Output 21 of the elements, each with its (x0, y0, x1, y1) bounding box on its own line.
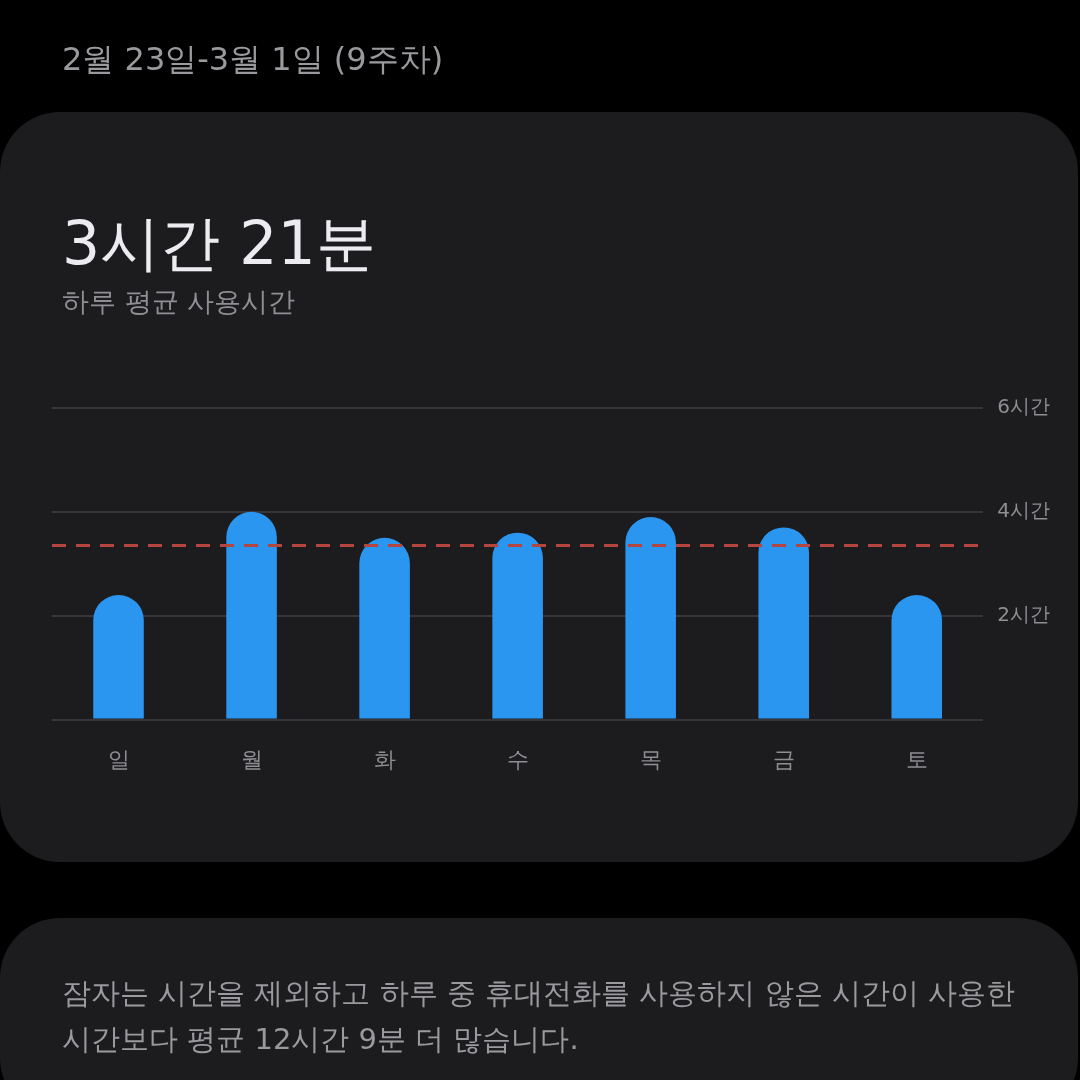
x-tick-label: 토 (905, 746, 928, 772)
x-tick-label: 화 (373, 746, 396, 772)
bar (93, 594, 144, 719)
y-tick-label: 6시간 (997, 394, 1051, 419)
x-tick-label: 월 (240, 746, 263, 772)
chart-subtitle: 하루 평균 사용시간 (62, 285, 296, 319)
bar (891, 594, 943, 719)
text: 잠자는 시간을 제외하고 하루 중 휴대전화를 사용하지 않은 시간이 사용한 시간보다 평균 12시간 9분 더 많습니다. (62, 975, 1016, 1058)
bar (625, 517, 676, 719)
y-tick-label: 2시간 (997, 601, 1051, 626)
text: 2월 23일-3월 1일 (9주차) (62, 39, 444, 80)
bar (226, 511, 277, 719)
bar (359, 537, 410, 719)
y-tick-label: 4시간 (997, 498, 1051, 523)
chart-title: 3시간 21분 (62, 207, 376, 280)
bar (492, 532, 543, 719)
x-tick-label: 수 (506, 746, 529, 772)
x-tick-label: 목 (639, 746, 662, 772)
x-tick-label: 일 (107, 746, 130, 772)
x-tick-label: 금 (772, 746, 795, 772)
bar (758, 527, 809, 719)
